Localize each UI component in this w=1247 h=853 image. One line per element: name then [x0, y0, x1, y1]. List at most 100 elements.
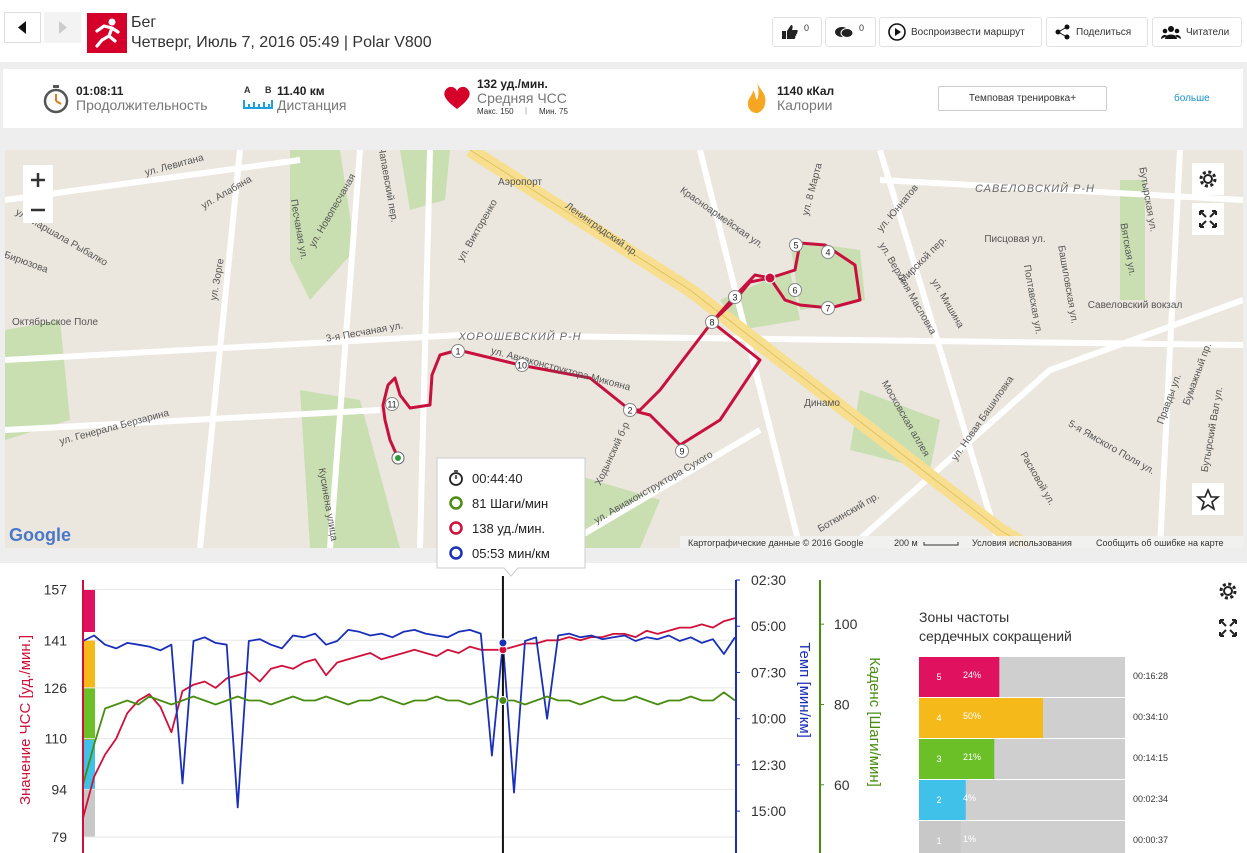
- route-marker: [728, 290, 742, 304]
- map-terms[interactable]: Условия использования: [972, 538, 1072, 548]
- map-report[interactable]: Сообщить об ошибке на карте: [1096, 538, 1223, 548]
- route-marker: [705, 315, 719, 329]
- route-marker-label: 4: [825, 248, 830, 258]
- zone-time: 00:00:37: [1133, 835, 1168, 845]
- hr-sep: |: [525, 106, 528, 115]
- readers-label: Читатели: [1186, 26, 1230, 38]
- back-button[interactable]: [4, 12, 41, 43]
- google-logo: Google: [9, 525, 71, 545]
- zone-percent: 1%: [963, 834, 976, 844]
- sport-icon: [87, 13, 127, 53]
- comment-button[interactable]: 0: [825, 17, 876, 47]
- zones-title: Зоны частоты сердечных сокращений: [919, 609, 1072, 644]
- hr-value: 132 уд./мин.: [477, 77, 548, 91]
- cadence-tick-label: 100: [834, 616, 858, 632]
- map-fullscreen-button[interactable]: [1192, 203, 1224, 235]
- back-icon: [18, 21, 26, 34]
- flame-icon: [747, 83, 766, 113]
- distance-label: Дистанция: [277, 97, 347, 113]
- pace-tick-label: 07:30: [751, 664, 786, 680]
- hr-zones: Зоны частоты сердечных сокращений 5 24% 00:1…: [919, 609, 1168, 853]
- star-icon: [1195, 487, 1221, 511]
- zone-bar: [959, 698, 1043, 738]
- route-marker: [821, 245, 835, 259]
- tooltip-cadence: 81 Шаги/мин: [472, 496, 548, 511]
- zone-number: 1: [936, 836, 941, 846]
- route-marker-label: 9: [679, 447, 684, 457]
- training-button[interactable]: Темповая тренировка+: [938, 86, 1107, 111]
- distance-a: A: [244, 85, 251, 95]
- zone-track: [959, 821, 1125, 853]
- zone-track: [959, 780, 1125, 820]
- zone-percent: 24%: [963, 670, 981, 680]
- zone-number: 3: [936, 754, 941, 764]
- comment-count: 0: [859, 23, 865, 33]
- zone-bar: [959, 780, 966, 820]
- series-line: [82, 629, 736, 809]
- route-marker: [675, 444, 689, 458]
- zoom-in[interactable]: [31, 173, 45, 187]
- start-marker-dot: [395, 455, 401, 461]
- forward-button[interactable]: [44, 12, 81, 43]
- route-marker-label: 2: [627, 406, 632, 416]
- tooltip-box: [436, 457, 586, 577]
- favorite-button[interactable]: [1192, 483, 1224, 515]
- chart-fullscreen-icon[interactable]: [1219, 619, 1237, 637]
- duration-value: 01:08:11: [76, 84, 124, 98]
- hr-axis-title: Значение ЧСС [уд./мин.]: [17, 635, 34, 805]
- hr-label: Средняя ЧСС: [477, 90, 567, 106]
- pace-tick-label: 15:00: [751, 803, 786, 819]
- tooltip-hr: 138 уд./мин.: [472, 521, 545, 536]
- zone-time: 00:16:28: [1133, 671, 1168, 681]
- duration-label: Продолжительность: [76, 97, 208, 113]
- forward-icon: [59, 21, 67, 34]
- zone-percent: 4%: [963, 793, 976, 803]
- route-marker-label: 1: [455, 347, 460, 357]
- map-label: Динамо: [804, 398, 840, 409]
- zone-bar: [959, 821, 961, 853]
- route-marker-label: 6: [792, 286, 797, 296]
- chart-settings-button[interactable]: [1212, 576, 1244, 608]
- cursor-point: [498, 695, 508, 705]
- like-button[interactable]: 0: [772, 17, 822, 47]
- route-marker-label: 7: [825, 304, 830, 314]
- activity-chart: 157 141 126 110 94 79 02:30 05:00 07:30 10:00 12:3…: [44, 572, 858, 853]
- map-label: САВЕЛОВСКИЙ Р-Н: [975, 182, 1095, 195]
- more-link[interactable]: больше: [1174, 93, 1210, 104]
- map-footer-bg: [680, 536, 1243, 548]
- tooltip: 00:44:40 81 Шаги/мин 138 уд./мин. 05:53 …: [436, 457, 586, 577]
- pace-tick-label: 12:30: [751, 757, 786, 773]
- zone-number: 5: [936, 672, 941, 682]
- like-icon: [782, 25, 798, 39]
- hr-tick-label: 157: [44, 582, 68, 598]
- tooltip-pace: 05:53 мин/км: [472, 546, 550, 561]
- hr-tick-label: 126: [44, 680, 68, 696]
- position-marker: [764, 272, 776, 284]
- zone-number-box: [919, 698, 959, 738]
- map-attribution: Картографические данные © 2016 Google: [688, 538, 863, 548]
- route-marker-label: 5: [793, 241, 798, 251]
- zone-number-box: [919, 780, 959, 820]
- cursor-point: [498, 638, 508, 648]
- series-line: [82, 617, 736, 819]
- hr-tick-label: 79: [51, 829, 67, 845]
- share-button[interactable]: Поделиться: [1046, 17, 1148, 47]
- zone-bar: [959, 657, 1000, 697]
- hr-tick-label: 141: [44, 632, 68, 648]
- route-marker: [623, 403, 637, 417]
- map-settings-button[interactable]: [1192, 163, 1224, 195]
- replay-label: Воспроизвести маршрут: [911, 26, 1025, 38]
- readers-button[interactable]: Читатели: [1152, 17, 1242, 47]
- map-label: Писцовая ул.: [984, 234, 1045, 245]
- tooltip-time-hand: [454, 470, 458, 479]
- pace-tick-label: 10:00: [751, 711, 786, 727]
- series-line: [82, 691, 736, 786]
- like-count: 0: [804, 23, 810, 33]
- replay-button[interactable]: Воспроизвести маршрут: [879, 17, 1042, 47]
- route-marker: [789, 238, 803, 252]
- zone-number-box: [919, 821, 959, 853]
- map-scale-bar: [923, 542, 959, 546]
